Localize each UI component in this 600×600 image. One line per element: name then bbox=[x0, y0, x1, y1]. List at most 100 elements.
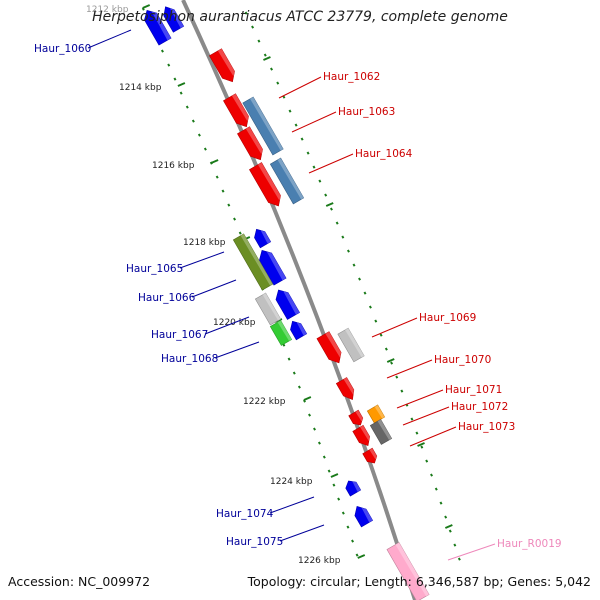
tick-dot bbox=[363, 291, 367, 295]
leader-line bbox=[291, 111, 337, 133]
gene-label-haur_1075[interactable]: Haur_1075 bbox=[226, 536, 283, 548]
tick-dot bbox=[185, 105, 189, 109]
gene-label-haur_1062[interactable]: Haur_1062 bbox=[323, 71, 380, 83]
gene-label-haur_1065[interactable]: Haur_1065 bbox=[126, 263, 183, 275]
tick-dot bbox=[444, 515, 448, 519]
tick-dot bbox=[337, 497, 341, 501]
tick-dot bbox=[160, 49, 164, 53]
gene-haur_1063[interactable] bbox=[269, 157, 305, 205]
tick-dot bbox=[317, 441, 321, 445]
kbp-label: 1214 kbp bbox=[119, 83, 162, 93]
leader-line bbox=[396, 389, 444, 409]
gene-haur_1065[interactable] bbox=[232, 233, 274, 291]
gene-haur_1075[interactable] bbox=[351, 503, 374, 528]
gene-label-haur_r0019[interactable]: Haur_R0019 bbox=[497, 538, 562, 550]
gene-haur_1066[interactable] bbox=[287, 318, 308, 341]
gene-haur_1070[interactable] bbox=[335, 377, 357, 402]
tick-dot bbox=[276, 81, 280, 85]
map-title: Herpetosiphon aurantiacus ATCC 23779, co… bbox=[92, 9, 508, 25]
gene-label-haur_1070[interactable]: Haur_1070 bbox=[434, 354, 491, 366]
gene-haur_1066[interactable] bbox=[251, 226, 272, 249]
gene-label-haur_1066[interactable]: Haur_1066 bbox=[138, 292, 196, 304]
leader-line bbox=[214, 341, 260, 359]
genome-stats-text: Topology: circular; Length: 6,346,587 bp… bbox=[247, 574, 591, 589]
tick-dot bbox=[308, 413, 311, 417]
gene-label-haur_1069[interactable]: Haur_1069 bbox=[419, 312, 476, 324]
tick-dot bbox=[179, 91, 183, 95]
tick-dot bbox=[263, 53, 267, 57]
gene-haur_1068[interactable] bbox=[269, 320, 293, 346]
kbp-label: 1212 kbp bbox=[86, 5, 129, 15]
tick-dot bbox=[312, 165, 316, 169]
kbp-label: 1224 kbp bbox=[270, 477, 313, 487]
tick-dot bbox=[329, 207, 333, 211]
leader-line bbox=[191, 279, 237, 298]
tick-dot bbox=[215, 175, 219, 179]
tick-dot bbox=[173, 77, 177, 81]
gene-haur_1062[interactable] bbox=[209, 48, 238, 85]
gene-haur_1060[interactable] bbox=[141, 7, 172, 46]
accession-text: Accession: NC_009972 bbox=[8, 574, 151, 589]
tick-dot bbox=[448, 529, 452, 533]
gene-haur_r0019[interactable] bbox=[386, 542, 430, 600]
tick-dot bbox=[324, 193, 328, 197]
gene-label-haur_1063[interactable]: Haur_1063 bbox=[338, 106, 395, 118]
kbp-major-tick bbox=[303, 396, 312, 401]
tick-dot bbox=[287, 357, 291, 361]
gene-haur_1072[interactable] bbox=[369, 419, 393, 445]
tick-dot bbox=[270, 67, 273, 71]
tick-dot bbox=[251, 25, 255, 29]
tick-dot bbox=[346, 249, 350, 253]
gene-haur_1066[interactable] bbox=[272, 287, 300, 320]
gene-haur_1067[interactable] bbox=[254, 292, 282, 326]
tick-dot bbox=[203, 147, 207, 151]
tick-dot bbox=[221, 189, 225, 193]
gene-haur_1069[interactable] bbox=[337, 327, 365, 363]
tick-dot bbox=[410, 417, 414, 421]
tick-dot bbox=[288, 109, 292, 113]
gene-label-haur_1064[interactable]: Haur_1064 bbox=[355, 148, 413, 160]
gene-label-haur_1072[interactable]: Haur_1072 bbox=[451, 401, 508, 413]
tick-dot bbox=[355, 553, 359, 557]
gene-label-haur_1074[interactable]: Haur_1074 bbox=[216, 508, 274, 520]
gene-label-haur_1073[interactable]: Haur_1073 bbox=[458, 421, 515, 433]
kbp-label: 1226 kbp bbox=[298, 556, 341, 566]
kbp-label: 1218 kbp bbox=[183, 238, 226, 248]
gene-haur_1064[interactable] bbox=[237, 126, 266, 163]
gene-haur_1064[interactable] bbox=[249, 162, 284, 210]
tick-dot bbox=[420, 445, 424, 449]
gene-label-haur_1071[interactable]: Haur_1071 bbox=[445, 384, 502, 396]
gene-label-haur_1060[interactable]: Haur_1060 bbox=[34, 43, 91, 55]
gene-haur_1073[interactable] bbox=[348, 409, 366, 428]
tick-dot bbox=[300, 137, 304, 141]
tick-dot bbox=[335, 221, 339, 225]
gene-haur_1063[interactable] bbox=[242, 96, 284, 156]
leader-line bbox=[278, 76, 322, 99]
tick-dot bbox=[292, 371, 296, 375]
tick-dot bbox=[368, 305, 372, 309]
gene-label-haur_1067[interactable]: Haur_1067 bbox=[151, 329, 208, 341]
tick-dot bbox=[191, 119, 195, 123]
leader-line bbox=[447, 543, 496, 561]
gene-label-haur_1068[interactable]: Haur_1068 bbox=[161, 353, 218, 365]
leader-line bbox=[279, 524, 325, 542]
tick-dot bbox=[425, 459, 429, 463]
gene-haur_1073[interactable] bbox=[352, 424, 373, 448]
tick-dot bbox=[306, 151, 310, 155]
gene-haur_1071[interactable] bbox=[366, 404, 386, 424]
leader-line bbox=[409, 426, 457, 447]
gene-haur_1062[interactable] bbox=[223, 93, 252, 130]
gene-haur_1060[interactable] bbox=[160, 4, 185, 33]
gene-haur_1070[interactable] bbox=[316, 331, 345, 367]
kbp-major-tick bbox=[210, 159, 219, 164]
tick-dot bbox=[379, 333, 383, 337]
tick-dot bbox=[233, 217, 237, 221]
tick-dot bbox=[327, 469, 331, 473]
gene-haur_1066[interactable] bbox=[256, 247, 287, 286]
tick-dot bbox=[374, 319, 378, 323]
leader-line bbox=[371, 317, 418, 338]
gene-haur_1074[interactable] bbox=[343, 478, 362, 497]
gene-haur_1073[interactable] bbox=[362, 447, 380, 466]
